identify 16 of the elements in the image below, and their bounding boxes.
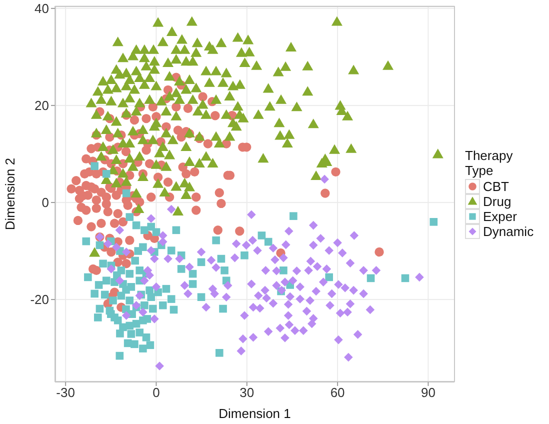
x-tick-label: 60	[330, 385, 345, 400]
x-axis-title: Dimension 1	[218, 406, 291, 421]
legend-label: Drug	[483, 194, 512, 209]
y-tick-label: 0	[42, 195, 49, 210]
legend-label: CBT	[483, 179, 509, 194]
legend-title: Therapy Type	[465, 148, 514, 178]
legend-label: Dynamic	[483, 224, 534, 239]
y-tick-label: 20	[34, 98, 49, 114]
x-tick-label: 90	[420, 385, 436, 400]
y-axis-title: Dimension 2	[2, 158, 18, 230]
y-tick-label: 40	[34, 1, 49, 16]
x-tick-label: -30	[56, 385, 75, 400]
y-tick-label: -20	[30, 292, 49, 308]
x-tick-label: 0	[152, 385, 160, 400]
x-tick-label: 30	[240, 385, 254, 400]
legend-label: Exper	[483, 209, 517, 224]
